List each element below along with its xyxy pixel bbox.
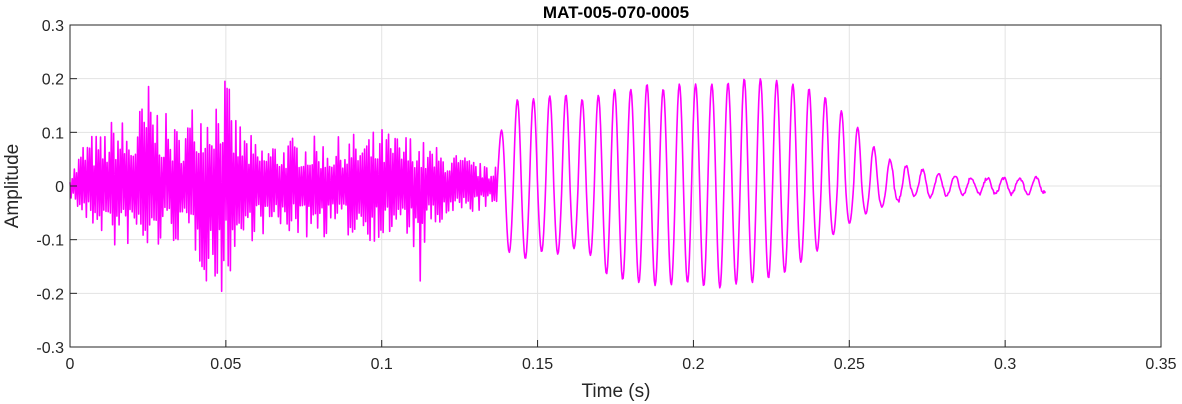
y-axis: -0.3 -0.2 -0.1 0 0.1 0.2 0.3 [36,18,77,357]
y-tick-label: -0.3 [36,340,64,357]
x-tick-label: 0.25 [834,356,865,373]
x-axis: 0 0.05 0.1 0.15 0.2 0.25 0.3 0.35 [66,340,1177,373]
x-tick-label: 0 [66,356,75,373]
chart-title: MAT-005-070-0005 [543,3,689,22]
y-tick-label: 0.1 [42,125,64,142]
x-tick-label: 0.1 [371,356,393,373]
y-tick-label: 0 [55,179,64,196]
y-axis-label: Amplitude [2,144,23,229]
x-tick-label: 0.15 [522,356,553,373]
x-tick-label: 0.05 [210,356,241,373]
x-axis-label: Time (s) [582,381,651,402]
y-tick-label: 0.2 [42,72,64,89]
x-tick-label: 0.2 [682,356,704,373]
y-tick-label: 0.3 [42,18,64,35]
y-tick-label: -0.2 [36,286,64,303]
x-tick-label: 0.3 [994,356,1016,373]
x-tick-label: 0.35 [1145,356,1176,373]
signal-line [69,78,1047,293]
y-tick-label: -0.1 [36,233,64,250]
